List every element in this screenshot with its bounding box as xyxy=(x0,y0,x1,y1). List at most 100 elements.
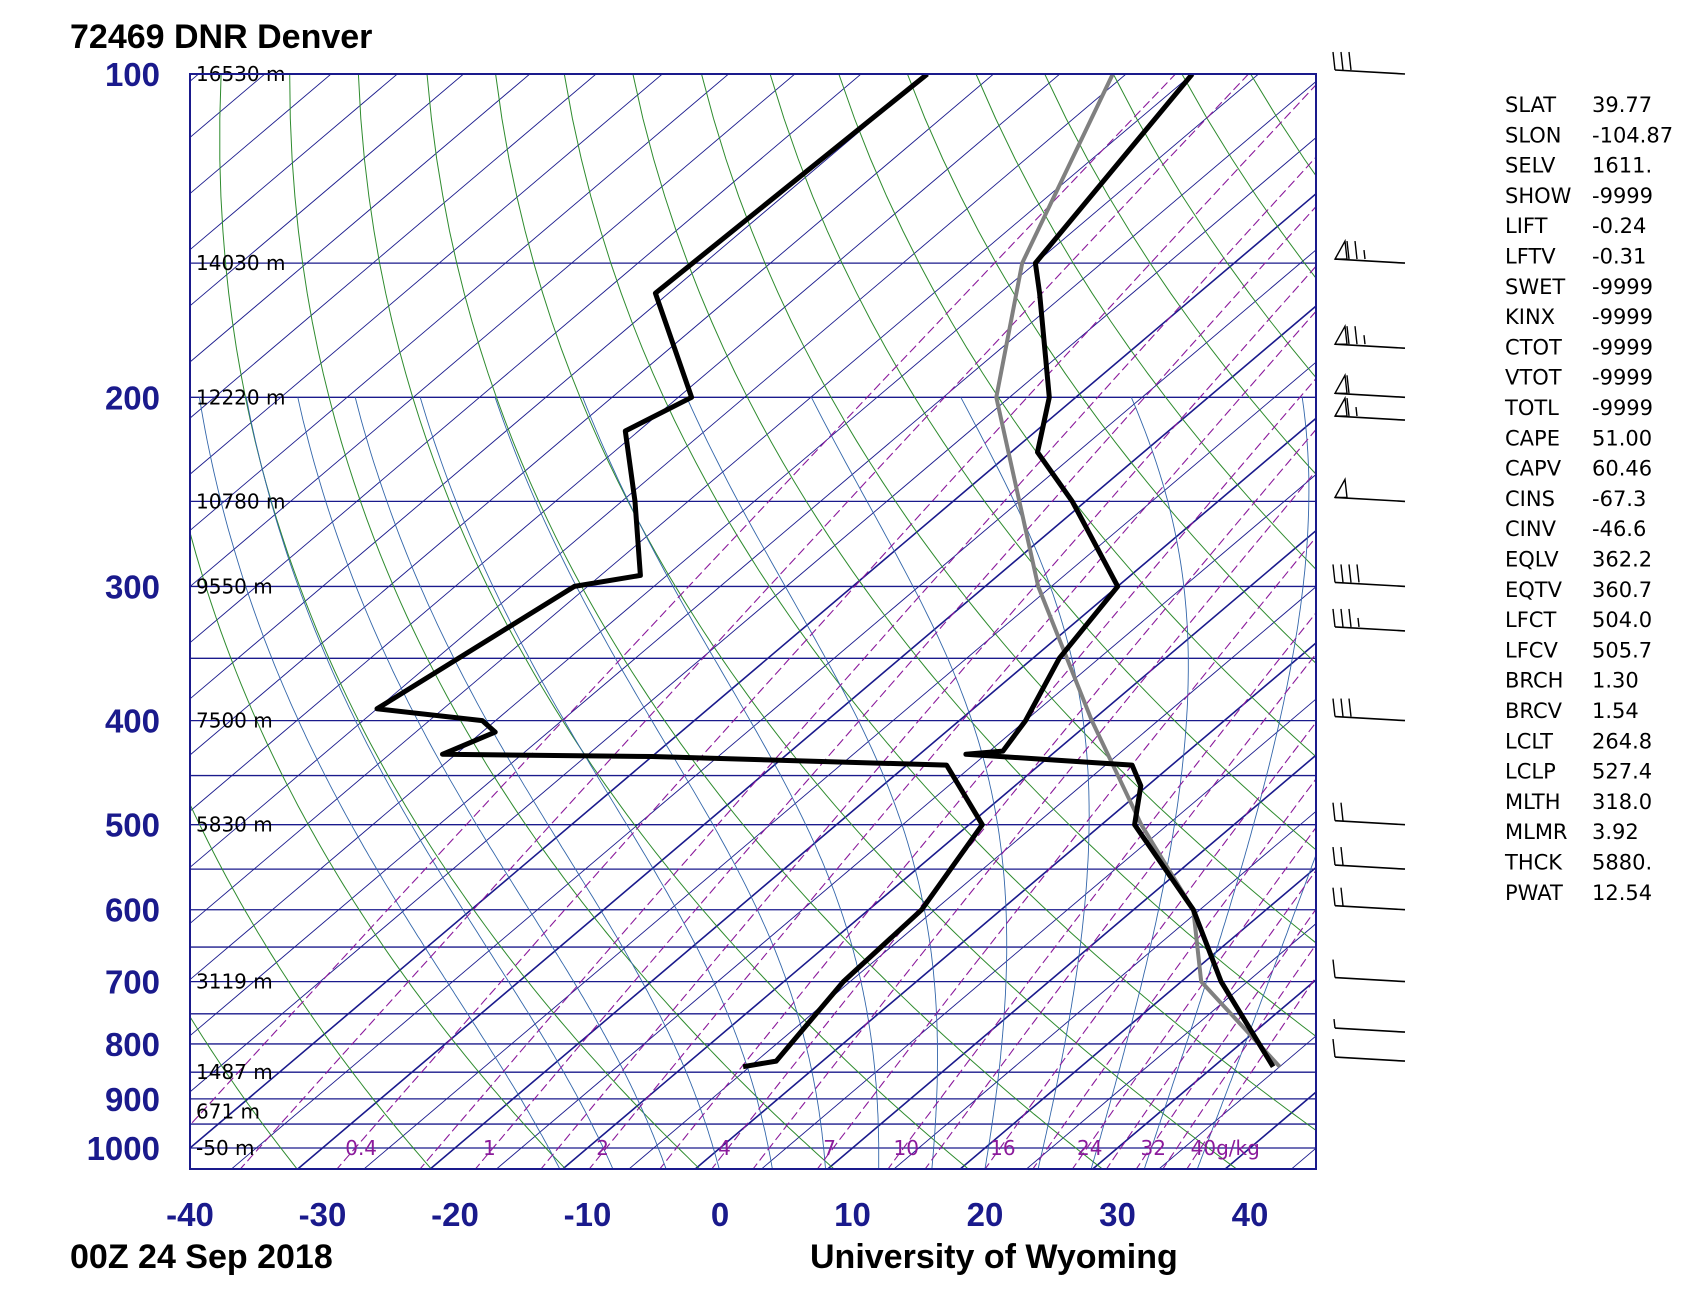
index-name: BRCV xyxy=(1505,699,1563,723)
wind-barb-pennant xyxy=(1333,477,1348,499)
dry-adiabat xyxy=(769,74,1316,851)
mixing-ratio-label: 4 xyxy=(718,1136,731,1160)
temperature-tick-label: -40 xyxy=(166,1196,214,1233)
isotherm-line xyxy=(693,641,1316,1169)
moist-adiabat xyxy=(582,397,880,1169)
mixing-ratio-line xyxy=(711,428,1316,1169)
dry-adiabat xyxy=(357,74,969,1169)
wind-barb-halfflag xyxy=(1357,617,1360,627)
index-value: 3.92 xyxy=(1592,820,1639,844)
isotherm-line xyxy=(628,586,1316,1169)
temperature-axis: -40 -30 -20 -10 0 10 20 30 40 xyxy=(166,1196,1268,1233)
index-name: LFCT xyxy=(1505,608,1556,632)
mixing-ratio-line xyxy=(1135,908,1316,1169)
dry-adiabat xyxy=(426,74,1104,1169)
wind-barb-flag xyxy=(1348,698,1352,717)
dry-adiabat xyxy=(0,74,164,1171)
background-grid xyxy=(0,50,1316,1171)
wind-barb-flag xyxy=(1332,847,1336,866)
height-label: 5830 m xyxy=(196,813,273,837)
index-value: -0.24 xyxy=(1592,214,1646,238)
index-value: 504.0 xyxy=(1592,608,1652,632)
isotherm-line xyxy=(190,74,796,588)
wind-barb xyxy=(1333,373,1406,399)
mixing-ratio-line xyxy=(1032,778,1316,1169)
isotherm-line xyxy=(230,249,1316,1169)
height-label: 9550 m xyxy=(196,574,273,598)
pressure-axis: 100 200 300 400 500 600 700 800 900 1000 xyxy=(87,56,160,1167)
index-value: 360.7 xyxy=(1592,578,1652,602)
dry-adiabat xyxy=(701,74,1316,944)
wind-barb-flag xyxy=(1332,698,1336,717)
mixing-ratio-line xyxy=(588,310,1316,1169)
wind-barb xyxy=(1332,51,1406,75)
index-name: LCLP xyxy=(1505,760,1556,784)
chart-title: 72469 DNR Denver xyxy=(70,18,372,56)
height-label: 12220 m xyxy=(196,385,285,409)
mixing-ratio-line xyxy=(540,265,1316,1169)
isotherm-line xyxy=(190,137,1316,1093)
index-name: LFCV xyxy=(1505,638,1558,662)
temperature-tick-label: -20 xyxy=(431,1196,479,1233)
dry-adiabat xyxy=(906,74,1316,665)
index-value: 60.46 xyxy=(1592,457,1652,481)
isotherm-line xyxy=(893,810,1316,1169)
moist-adiabat xyxy=(419,397,773,1169)
wind-barb-flag xyxy=(1348,608,1352,627)
pressure-tick-label: 800 xyxy=(105,1026,160,1063)
temperature-tick-label: -30 xyxy=(299,1196,347,1233)
wind-barbs xyxy=(1332,51,1406,1062)
index-name: MLTH xyxy=(1505,790,1561,814)
dry-adiabat xyxy=(838,74,1316,758)
index-name: MLMR xyxy=(1505,820,1568,844)
wind-barb xyxy=(1333,1019,1406,1033)
dry-adiabat xyxy=(495,74,1238,1169)
wind-barb-flag xyxy=(1340,802,1344,821)
isotherm-line xyxy=(190,74,465,307)
index-value: 51.00 xyxy=(1592,426,1652,450)
index-value: 362.2 xyxy=(1592,548,1652,572)
isotherm-line xyxy=(190,74,399,251)
temperature-tick-label: 10 xyxy=(834,1196,871,1233)
isotherm-line xyxy=(190,74,200,82)
temperature-tick-label: 30 xyxy=(1099,1196,1136,1233)
wind-barb xyxy=(1332,608,1406,632)
pressure-tick-label: 400 xyxy=(105,703,160,740)
wind-barb xyxy=(1332,698,1406,722)
wind-barb-flag xyxy=(1332,1039,1336,1058)
wind-barb-flag xyxy=(1348,51,1352,71)
isotherm-line xyxy=(190,74,266,138)
stability-indices: SLAT 39.77 SLON -104.87 SELV 1611. SHOW -9999 LI… xyxy=(1504,93,1673,905)
wind-barb-pennant xyxy=(1333,238,1348,260)
isotherm-line xyxy=(0,50,161,1171)
isotherm-line xyxy=(428,417,1316,1169)
mixing-ratio-line xyxy=(887,611,1316,1169)
wind-barb-flag xyxy=(1340,564,1344,583)
index-value: 264.8 xyxy=(1592,729,1652,753)
temperature-tick-label: 40 xyxy=(1232,1196,1269,1233)
wind-barb xyxy=(1333,477,1406,503)
index-name: SLON xyxy=(1505,123,1562,147)
dry-adiabat xyxy=(975,74,1316,571)
wind-barb-flag xyxy=(1332,51,1336,71)
index-name: THCK xyxy=(1504,851,1563,875)
isotherm-line xyxy=(190,74,929,700)
wind-barb xyxy=(1333,323,1406,349)
pressure-tick-label: 100 xyxy=(105,56,160,93)
mixing-ratio-line xyxy=(474,205,1316,1169)
plot-frame xyxy=(189,73,1317,1170)
wind-barb xyxy=(1333,395,1406,421)
wind-barb xyxy=(1332,887,1406,911)
isotherm-line xyxy=(760,698,1316,1169)
isotherm-line xyxy=(190,74,332,195)
wind-barb-flag xyxy=(1332,959,1336,978)
moist-adiabat xyxy=(810,397,1008,1169)
mixing-ratio-line xyxy=(659,377,1316,1169)
isotherm-line xyxy=(190,80,1316,1037)
height-label: 671 m xyxy=(196,1100,260,1124)
index-value: 1.30 xyxy=(1592,669,1639,693)
wind-barb-staff xyxy=(1334,904,1406,911)
dewpoint-trace xyxy=(374,74,985,1070)
mixing-ratio-label: 10 xyxy=(894,1136,919,1160)
dry-adiabat xyxy=(190,803,433,1169)
